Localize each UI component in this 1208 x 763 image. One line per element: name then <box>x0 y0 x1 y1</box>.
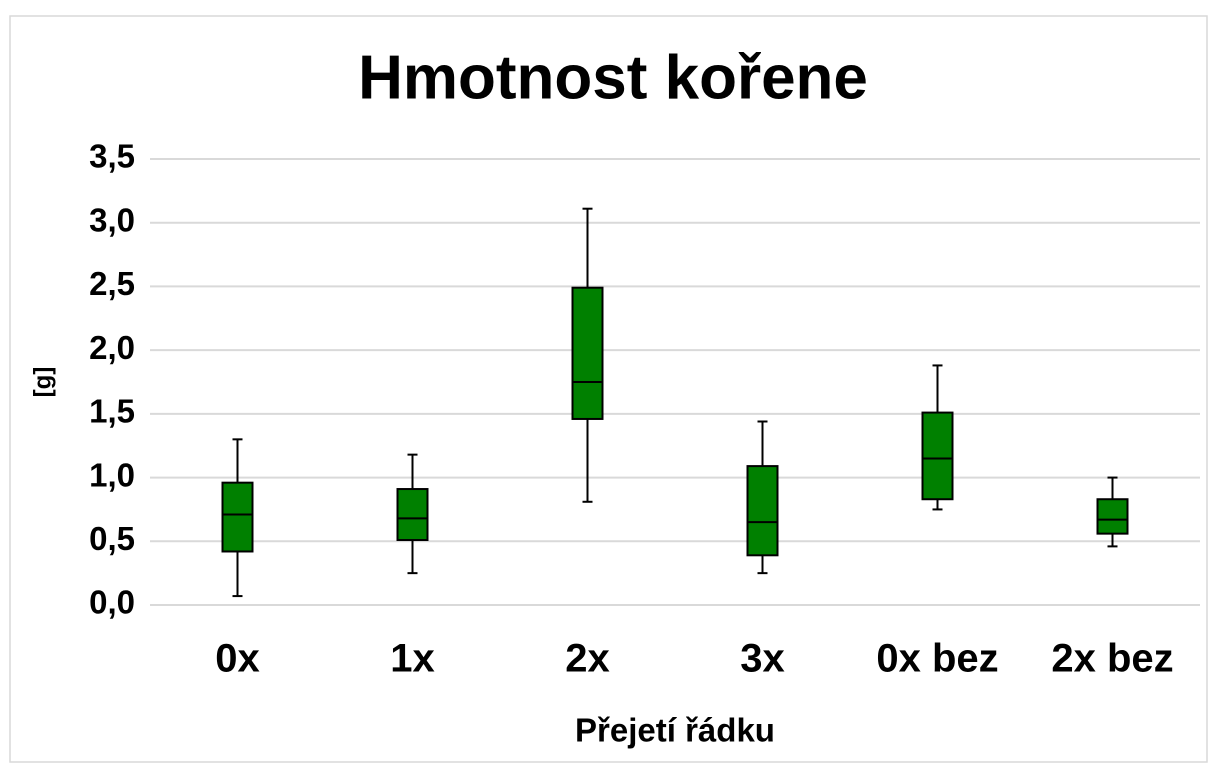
y-tick-label: 0,0 <box>89 584 135 621</box>
y-tick-label: 3,5 <box>89 138 135 175</box>
x-tick-label: 0x <box>215 637 260 681</box>
y-tick-label: 0,5 <box>89 520 135 557</box>
chart-border <box>9 15 1208 763</box>
box <box>746 465 779 557</box>
box <box>921 411 954 501</box>
y-tick-label: 2,5 <box>89 265 135 302</box>
y-axis-label: [g] <box>29 367 56 398</box>
chart-title: Hmotnost kořene <box>358 43 868 112</box>
x-axis-label: Přejetí řádku <box>575 712 775 749</box>
box <box>1096 498 1129 535</box>
y-tick-label: 1,0 <box>89 456 135 493</box>
box <box>221 481 254 553</box>
box <box>396 488 429 542</box>
y-tick-label: 1,5 <box>89 393 135 430</box>
box <box>571 286 604 420</box>
y-tick-label: 3,0 <box>89 201 135 238</box>
x-tick-label: 2x <box>565 637 610 681</box>
y-tick-label: 2,0 <box>89 329 135 366</box>
x-tick-label: 3x <box>740 637 785 681</box>
x-tick-label: 1x <box>390 637 435 681</box>
x-tick-label: 2x bez <box>1051 637 1173 681</box>
x-tick-label: 0x bez <box>876 637 998 681</box>
